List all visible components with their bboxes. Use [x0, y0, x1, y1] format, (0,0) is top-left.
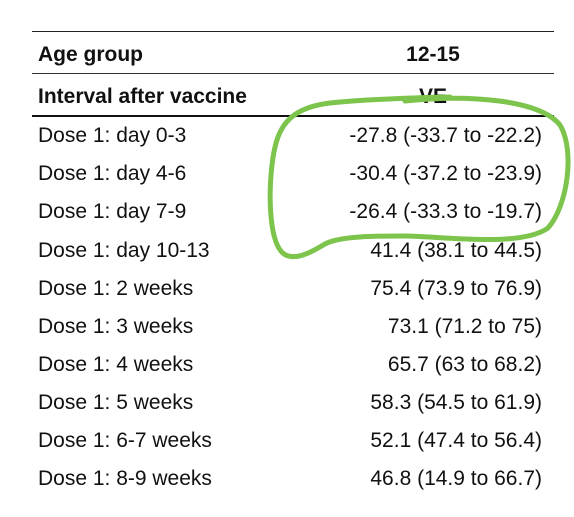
- interval-cell: Dose 1: 4 weeks: [38, 353, 194, 376]
- interval-cell: Dose 1: day 7-9: [38, 200, 187, 223]
- ve-cell: 46.8 (14.9 to 66.7): [370, 467, 542, 490]
- age-group-value: 12-15: [406, 43, 460, 66]
- interval-cell: Dose 1: 2 weeks: [38, 277, 194, 300]
- table-row: Dose 1: 4 weeks 65.7 (63 to 68.2): [32, 348, 554, 382]
- interval-cell: Dose 1: 5 weeks: [38, 391, 194, 414]
- header-divider: [32, 73, 554, 74]
- ve-cell: -26.4 (-33.3 to -19.7): [349, 200, 542, 223]
- table-row: Dose 1: 2 weeks 75.4 (73.9 to 76.9): [32, 272, 554, 306]
- table-row: Dose 1: 3 weeks 73.1 (71.2 to 75): [32, 310, 554, 344]
- interval-cell: Dose 1: day 0-3: [38, 124, 187, 147]
- table-row: Dose 1: 8-9 weeks 46.8 (14.9 to 66.7): [32, 462, 554, 496]
- ve-cell: 65.7 (63 to 68.2): [387, 353, 542, 376]
- interval-cell: Dose 1: day 4-6: [38, 162, 187, 185]
- header-row-interval: Interval after vaccine VE: [32, 80, 554, 114]
- interval-cell: Dose 1: 8-9 weeks: [38, 467, 212, 490]
- table-top-rule: [32, 31, 554, 32]
- table-row: Dose 1: day 4-6 -30.4 (-37.2 to -23.9): [32, 157, 554, 191]
- ve-cell: -30.4 (-37.2 to -23.9): [349, 162, 542, 185]
- interval-cell: Dose 1: day 10-13: [38, 239, 210, 262]
- interval-label: Interval after vaccine: [38, 85, 247, 108]
- ve-label: VE: [418, 85, 447, 108]
- interval-cell: Dose 1: 6-7 weeks: [38, 429, 212, 452]
- ve-cell: -27.8 (-33.7 to -22.2): [349, 124, 542, 147]
- ve-cell: 52.1 (47.4 to 56.4): [370, 429, 542, 452]
- table-row: Dose 1: day 7-9 -26.4 (-33.3 to -19.7): [32, 195, 554, 229]
- header-bottom-rule: [32, 115, 554, 117]
- ve-cell: 73.1 (71.2 to 75): [387, 315, 542, 338]
- age-group-label: Age group: [38, 43, 143, 66]
- table-row: Dose 1: 5 weeks 58.3 (54.5 to 61.9): [32, 386, 554, 420]
- header-row-age-group: Age group 12-15: [32, 38, 554, 72]
- interval-cell: Dose 1: 3 weeks: [38, 315, 194, 338]
- ve-cell: 41.4 (38.1 to 44.5): [370, 239, 542, 262]
- ve-cell: 58.3 (54.5 to 61.9): [370, 391, 542, 414]
- table-row: Dose 1: day 10-13 41.4 (38.1 to 44.5): [32, 234, 554, 268]
- table-row: Dose 1: day 0-3 -27.8 (-33.7 to -22.2): [32, 119, 554, 153]
- table-row: Dose 1: 6-7 weeks 52.1 (47.4 to 56.4): [32, 424, 554, 458]
- ve-cell: 75.4 (73.9 to 76.9): [370, 277, 542, 300]
